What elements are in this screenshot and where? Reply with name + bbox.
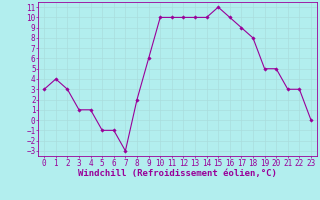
X-axis label: Windchill (Refroidissement éolien,°C): Windchill (Refroidissement éolien,°C) [78,169,277,178]
